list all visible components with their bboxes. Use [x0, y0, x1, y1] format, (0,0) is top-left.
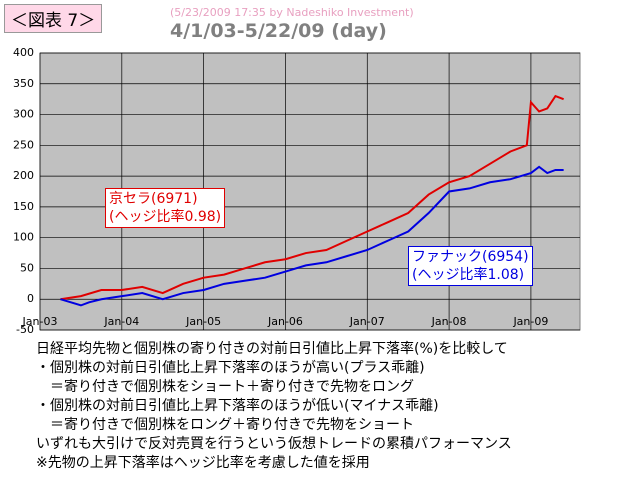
y-tick-label: 150 — [13, 200, 34, 213]
x-tick-label: Jan-07 — [349, 315, 385, 328]
y-tick-label: 50 — [20, 261, 34, 274]
hedge-note: (ヘッジ比率0.98) — [109, 209, 222, 225]
caption-line: いずれも大引けで反対売買を行うという仮想トレードの累積パフォーマンス — [36, 436, 512, 452]
caption-line: ・個別株の対前日引値比上昇下落率のほうが低い(マイナス乖離) — [36, 398, 439, 414]
x-tick-label: Jan-04 — [103, 315, 139, 328]
x-tick-label: Jan-06 — [267, 315, 303, 328]
y-tick-label: 250 — [13, 138, 34, 151]
caption-line: ＝寄り付きで個別株をロング＋寄り付きで先物をショート — [36, 417, 414, 433]
x-tick-label: Jan-08 — [431, 315, 467, 328]
y-tick-label: 350 — [13, 77, 34, 90]
x-tick-label: Jan-09 — [512, 315, 548, 328]
y-tick-label: 100 — [13, 231, 34, 244]
figure-tag: ＜図表 7＞ — [4, 4, 103, 33]
caption-line: ＝寄り付きで個別株をショート＋寄り付きで先物をロング — [36, 379, 414, 395]
caption: 日経平均先物と個別株の寄り付きの対前日引値比上昇下落率(%)を比較して ・個別株の… — [36, 340, 512, 473]
y-tick-label: 300 — [13, 108, 34, 121]
subtitle: 4/1/03-5/22/09 (day) — [170, 20, 387, 42]
x-tick-label: Jan-03 — [22, 315, 58, 328]
y-tick-label: 400 — [13, 46, 34, 59]
y-tick-label: -50 — [16, 323, 34, 336]
annotation: 京セラ(6971) (ヘッジ比率0.98) — [105, 188, 226, 228]
caption-line: ・個別株の対前日引値比上昇下落率のほうが高い(プラス乖離) — [36, 360, 425, 376]
line-series — [60, 165, 564, 307]
annotation: ファナック(6954) (ヘッジ比率1.08) — [408, 246, 533, 286]
y-tick-label: 0 — [27, 292, 34, 305]
x-tick-label: Jan-05 — [185, 315, 221, 328]
timestamp: (5/23/2009 17:35 by Nadeshiko Investment… — [170, 6, 414, 19]
y-tick-label: 200 — [13, 169, 34, 182]
series-name: 京セラ(6971) — [109, 191, 198, 207]
caption-line: ※先物の上昇下落率はヘッジ比率を考慮した値を採用 — [36, 455, 370, 471]
line-series — [60, 94, 564, 301]
series-name: ファナック(6954) — [412, 249, 529, 265]
caption-line: 日経平均先物と個別株の寄り付きの対前日引値比上昇下落率(%)を比較して — [36, 341, 508, 357]
hedge-note: (ヘッジ比率1.08) — [412, 267, 525, 283]
